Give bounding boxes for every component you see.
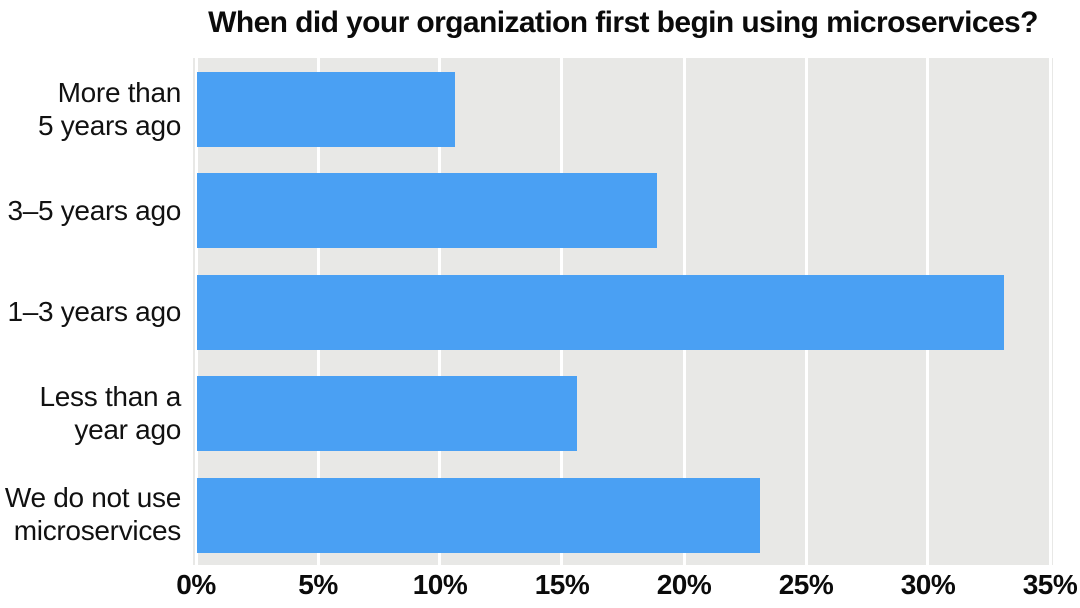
category-label: Less than a year ago bbox=[39, 380, 182, 445]
bar-3-5-years-ago bbox=[197, 173, 658, 249]
x-tick-label: 5% bbox=[298, 569, 338, 600]
category-axis: More than 5 years ago 3–5 years ago 1–3 ye… bbox=[0, 58, 181, 565]
x-tick-label: 25% bbox=[778, 569, 834, 600]
x-tick-label: 15% bbox=[534, 569, 590, 600]
x-tick-label: 0% bbox=[176, 569, 216, 600]
plot-area bbox=[193, 58, 1053, 565]
category-label: More than 5 years ago bbox=[37, 76, 181, 141]
x-axis: 0% 5% 10% 15% 20% 25% 30% 35% bbox=[176, 565, 1078, 608]
bar-less-than-a-year-ago bbox=[197, 376, 577, 452]
gridline bbox=[1048, 58, 1052, 565]
bar-1-3-years-ago bbox=[197, 274, 1004, 350]
x-tick-label: 20% bbox=[656, 569, 712, 600]
category-label: We do not use microservices bbox=[4, 482, 181, 547]
x-tick-label: 30% bbox=[900, 569, 956, 600]
bar-we-do-not-use-microservices bbox=[197, 477, 760, 553]
category-label: 3–5 years ago bbox=[7, 194, 181, 226]
gridline bbox=[194, 58, 198, 565]
x-tick-label: 10% bbox=[412, 569, 468, 600]
category-label: 1–3 years ago bbox=[7, 296, 181, 327]
bar-more-than-5-years-ago bbox=[197, 72, 455, 147]
chart-title: When did your organization first begin u… bbox=[208, 6, 1038, 39]
x-tick-label: 35% bbox=[1022, 569, 1078, 600]
